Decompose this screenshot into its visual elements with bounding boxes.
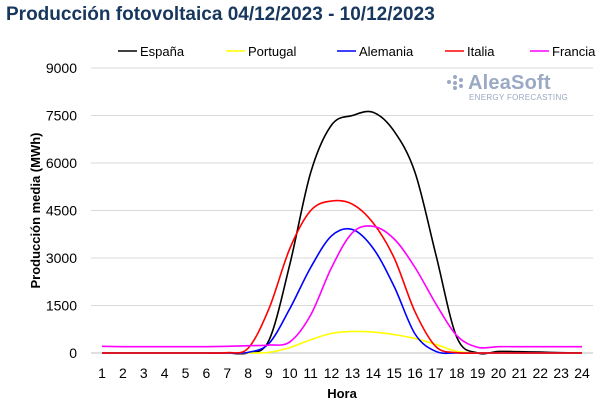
legend-label: Francia: [552, 44, 596, 59]
legend: España Portugal Alemania Italia Francia: [118, 44, 596, 59]
x-tick-label: 20: [491, 365, 507, 381]
x-tick-label: 22: [532, 365, 548, 381]
x-tick-label: 14: [366, 365, 382, 381]
series-line: [102, 330, 582, 354]
y-tick-label: 4500: [46, 203, 77, 219]
legend-label: España: [140, 44, 185, 59]
y-axis-label: Producción media (MWh): [28, 133, 43, 289]
y-tick-label: 1500: [46, 298, 77, 314]
x-tick-label: 3: [140, 365, 148, 381]
x-ticks: 1 2 3 4 5 6 7 8 9 10 11 12 13 14 15 16 17 18 19 20 21 22 23 24: [98, 365, 590, 381]
x-tick-label: 17: [428, 365, 444, 381]
x-tick-label: 24: [574, 365, 590, 381]
chart-title: Producción fotovoltaica 04/12/2023 - 10/…: [6, 4, 435, 25]
x-axis-label: Hora: [327, 386, 357, 401]
x-tick-label: 7: [223, 365, 231, 381]
y-tick-label: 3000: [46, 250, 77, 266]
y-tick-label: 6000: [46, 155, 77, 171]
series-line: [102, 199, 582, 355]
x-tick-label: 23: [553, 365, 569, 381]
logo-dots-icon: [447, 74, 465, 90]
x-tick-label: 13: [345, 365, 361, 381]
x-tick-label: 15: [386, 365, 402, 381]
x-tick-label: 10: [282, 365, 298, 381]
series-line: [101, 225, 582, 349]
legend-label: Italia: [467, 44, 495, 59]
x-tick-label: 1: [98, 365, 106, 381]
x-tick-label: 5: [182, 365, 190, 381]
x-tick-label: 9: [265, 365, 273, 381]
x-tick-label: 2: [119, 365, 127, 381]
logo-text: AleaSoft: [468, 72, 551, 94]
legend-label: Alemania: [359, 44, 414, 59]
x-tick-label: 16: [407, 365, 423, 381]
x-tick-label: 19: [470, 365, 486, 381]
x-tick-label: 21: [512, 365, 528, 381]
gridlines: [91, 67, 593, 306]
logo-subtext: ENERGY FORECASTING: [469, 93, 569, 102]
x-tick-label: 12: [324, 365, 340, 381]
aleasoft-logo: AleaSoft ENERGY FORECASTING: [447, 73, 568, 102]
y-tick-label: 7500: [46, 108, 77, 124]
x-tick-label: 18: [449, 365, 465, 381]
y-tick-label: 0: [69, 345, 77, 361]
x-tick-label: 4: [161, 365, 169, 381]
y-tick-label: 9000: [46, 60, 77, 76]
legend-label: Portugal: [248, 44, 297, 59]
series-lines: [101, 110, 583, 355]
x-tick-label: 11: [303, 365, 318, 381]
y-ticks: 0 1500 3000 4500 6000 7500 9000: [46, 60, 77, 361]
series-line: [102, 110, 583, 355]
x-tick-label: 8: [244, 365, 252, 381]
x-tick-label: 6: [202, 365, 210, 381]
